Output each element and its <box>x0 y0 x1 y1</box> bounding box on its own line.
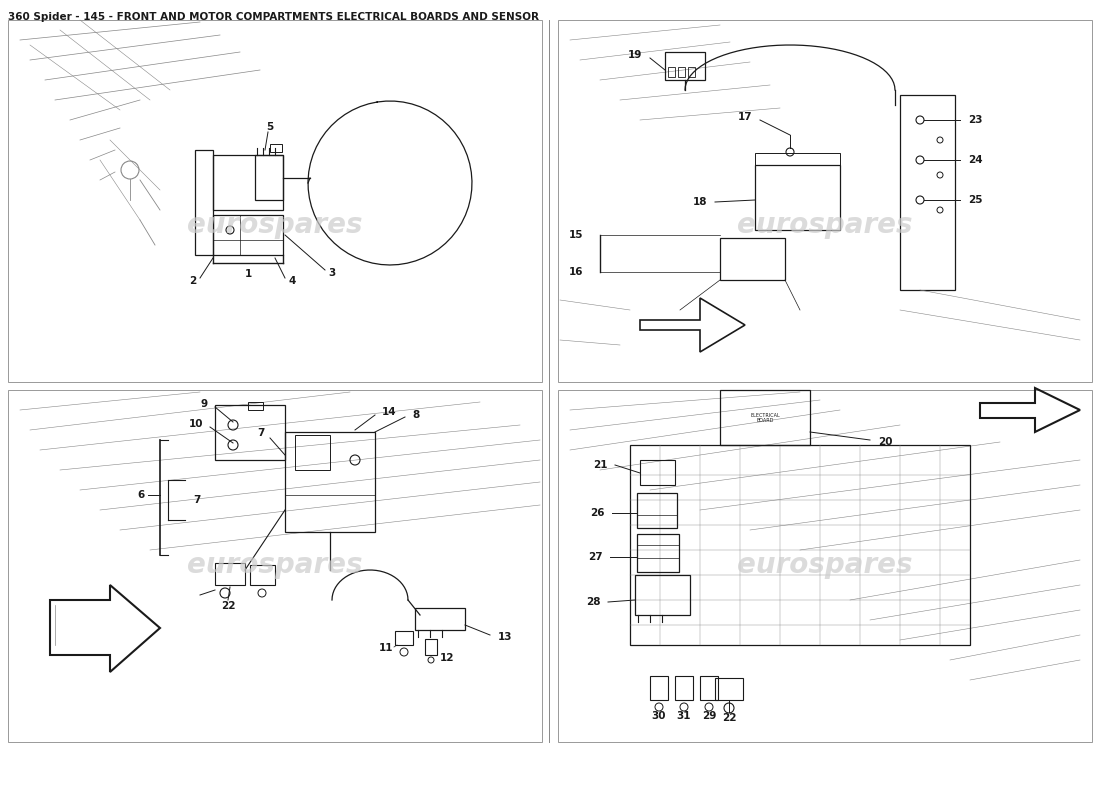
Text: 29: 29 <box>702 711 716 721</box>
Bar <box>8 20 542 382</box>
Text: 11: 11 <box>378 643 393 653</box>
Text: ELECTRICAL
BOARD: ELECTRICAL BOARD <box>750 413 780 423</box>
Bar <box>755 153 840 165</box>
Text: eurospares: eurospares <box>737 211 913 239</box>
Bar <box>630 445 970 645</box>
Text: 13: 13 <box>498 632 513 642</box>
Bar <box>675 676 693 700</box>
Text: 24: 24 <box>968 155 982 165</box>
Text: 27: 27 <box>588 552 603 562</box>
Bar <box>635 575 690 615</box>
Bar <box>720 390 810 445</box>
Bar <box>637 493 676 528</box>
Bar <box>213 215 283 255</box>
Text: 14: 14 <box>382 407 397 417</box>
Text: 3: 3 <box>329 268 336 278</box>
Text: 4: 4 <box>288 276 296 286</box>
Bar <box>270 144 282 152</box>
Bar <box>8 390 542 742</box>
Text: 8: 8 <box>412 410 419 420</box>
Text: 22: 22 <box>722 713 736 723</box>
Bar <box>666 52 705 80</box>
Bar <box>650 676 668 700</box>
Text: 7: 7 <box>192 495 200 505</box>
Bar <box>248 402 263 410</box>
Bar <box>395 631 412 645</box>
Bar <box>214 563 245 585</box>
Text: 23: 23 <box>968 115 982 125</box>
Bar <box>668 67 675 77</box>
Text: 30: 30 <box>651 711 667 721</box>
Bar <box>640 460 675 485</box>
Bar <box>415 608 465 630</box>
Bar <box>255 155 283 200</box>
Bar <box>700 676 718 700</box>
Text: 9: 9 <box>201 399 208 409</box>
Text: 7: 7 <box>257 428 265 438</box>
Text: 21: 21 <box>594 460 608 470</box>
Bar <box>688 67 695 77</box>
Bar <box>715 678 742 700</box>
Text: 17: 17 <box>737 112 752 122</box>
Text: 5: 5 <box>266 122 274 132</box>
Bar <box>214 405 285 460</box>
Text: 31: 31 <box>676 711 691 721</box>
Text: 18: 18 <box>693 197 707 207</box>
Text: 20: 20 <box>878 437 892 447</box>
Text: 1: 1 <box>244 269 252 279</box>
Bar <box>213 155 283 210</box>
Text: eurospares: eurospares <box>187 551 363 579</box>
Bar <box>558 390 1092 742</box>
Text: 26: 26 <box>591 508 605 518</box>
Text: 2: 2 <box>189 276 197 286</box>
Text: 12: 12 <box>440 653 454 663</box>
Text: eurospares: eurospares <box>187 211 363 239</box>
Text: 16: 16 <box>569 267 583 277</box>
Bar <box>250 565 275 585</box>
Text: 19: 19 <box>628 50 642 60</box>
Bar <box>195 150 213 255</box>
Text: 6: 6 <box>138 490 145 500</box>
Bar <box>295 435 330 470</box>
Bar <box>755 165 840 230</box>
Text: 10: 10 <box>188 419 204 429</box>
Bar <box>285 432 375 532</box>
Text: 28: 28 <box>586 597 601 607</box>
Bar <box>637 534 679 572</box>
Bar <box>425 639 437 655</box>
Text: 360 Spider - 145 - FRONT AND MOTOR COMPARTMENTS ELECTRICAL BOARDS AND SENSOR: 360 Spider - 145 - FRONT AND MOTOR COMPA… <box>8 12 539 22</box>
Text: 22: 22 <box>221 601 235 611</box>
Text: 15: 15 <box>569 230 583 240</box>
Bar <box>678 67 685 77</box>
Text: 25: 25 <box>968 195 982 205</box>
Bar <box>558 20 1092 382</box>
Bar <box>720 238 785 280</box>
Bar <box>900 95 955 290</box>
Text: eurospares: eurospares <box>737 551 913 579</box>
